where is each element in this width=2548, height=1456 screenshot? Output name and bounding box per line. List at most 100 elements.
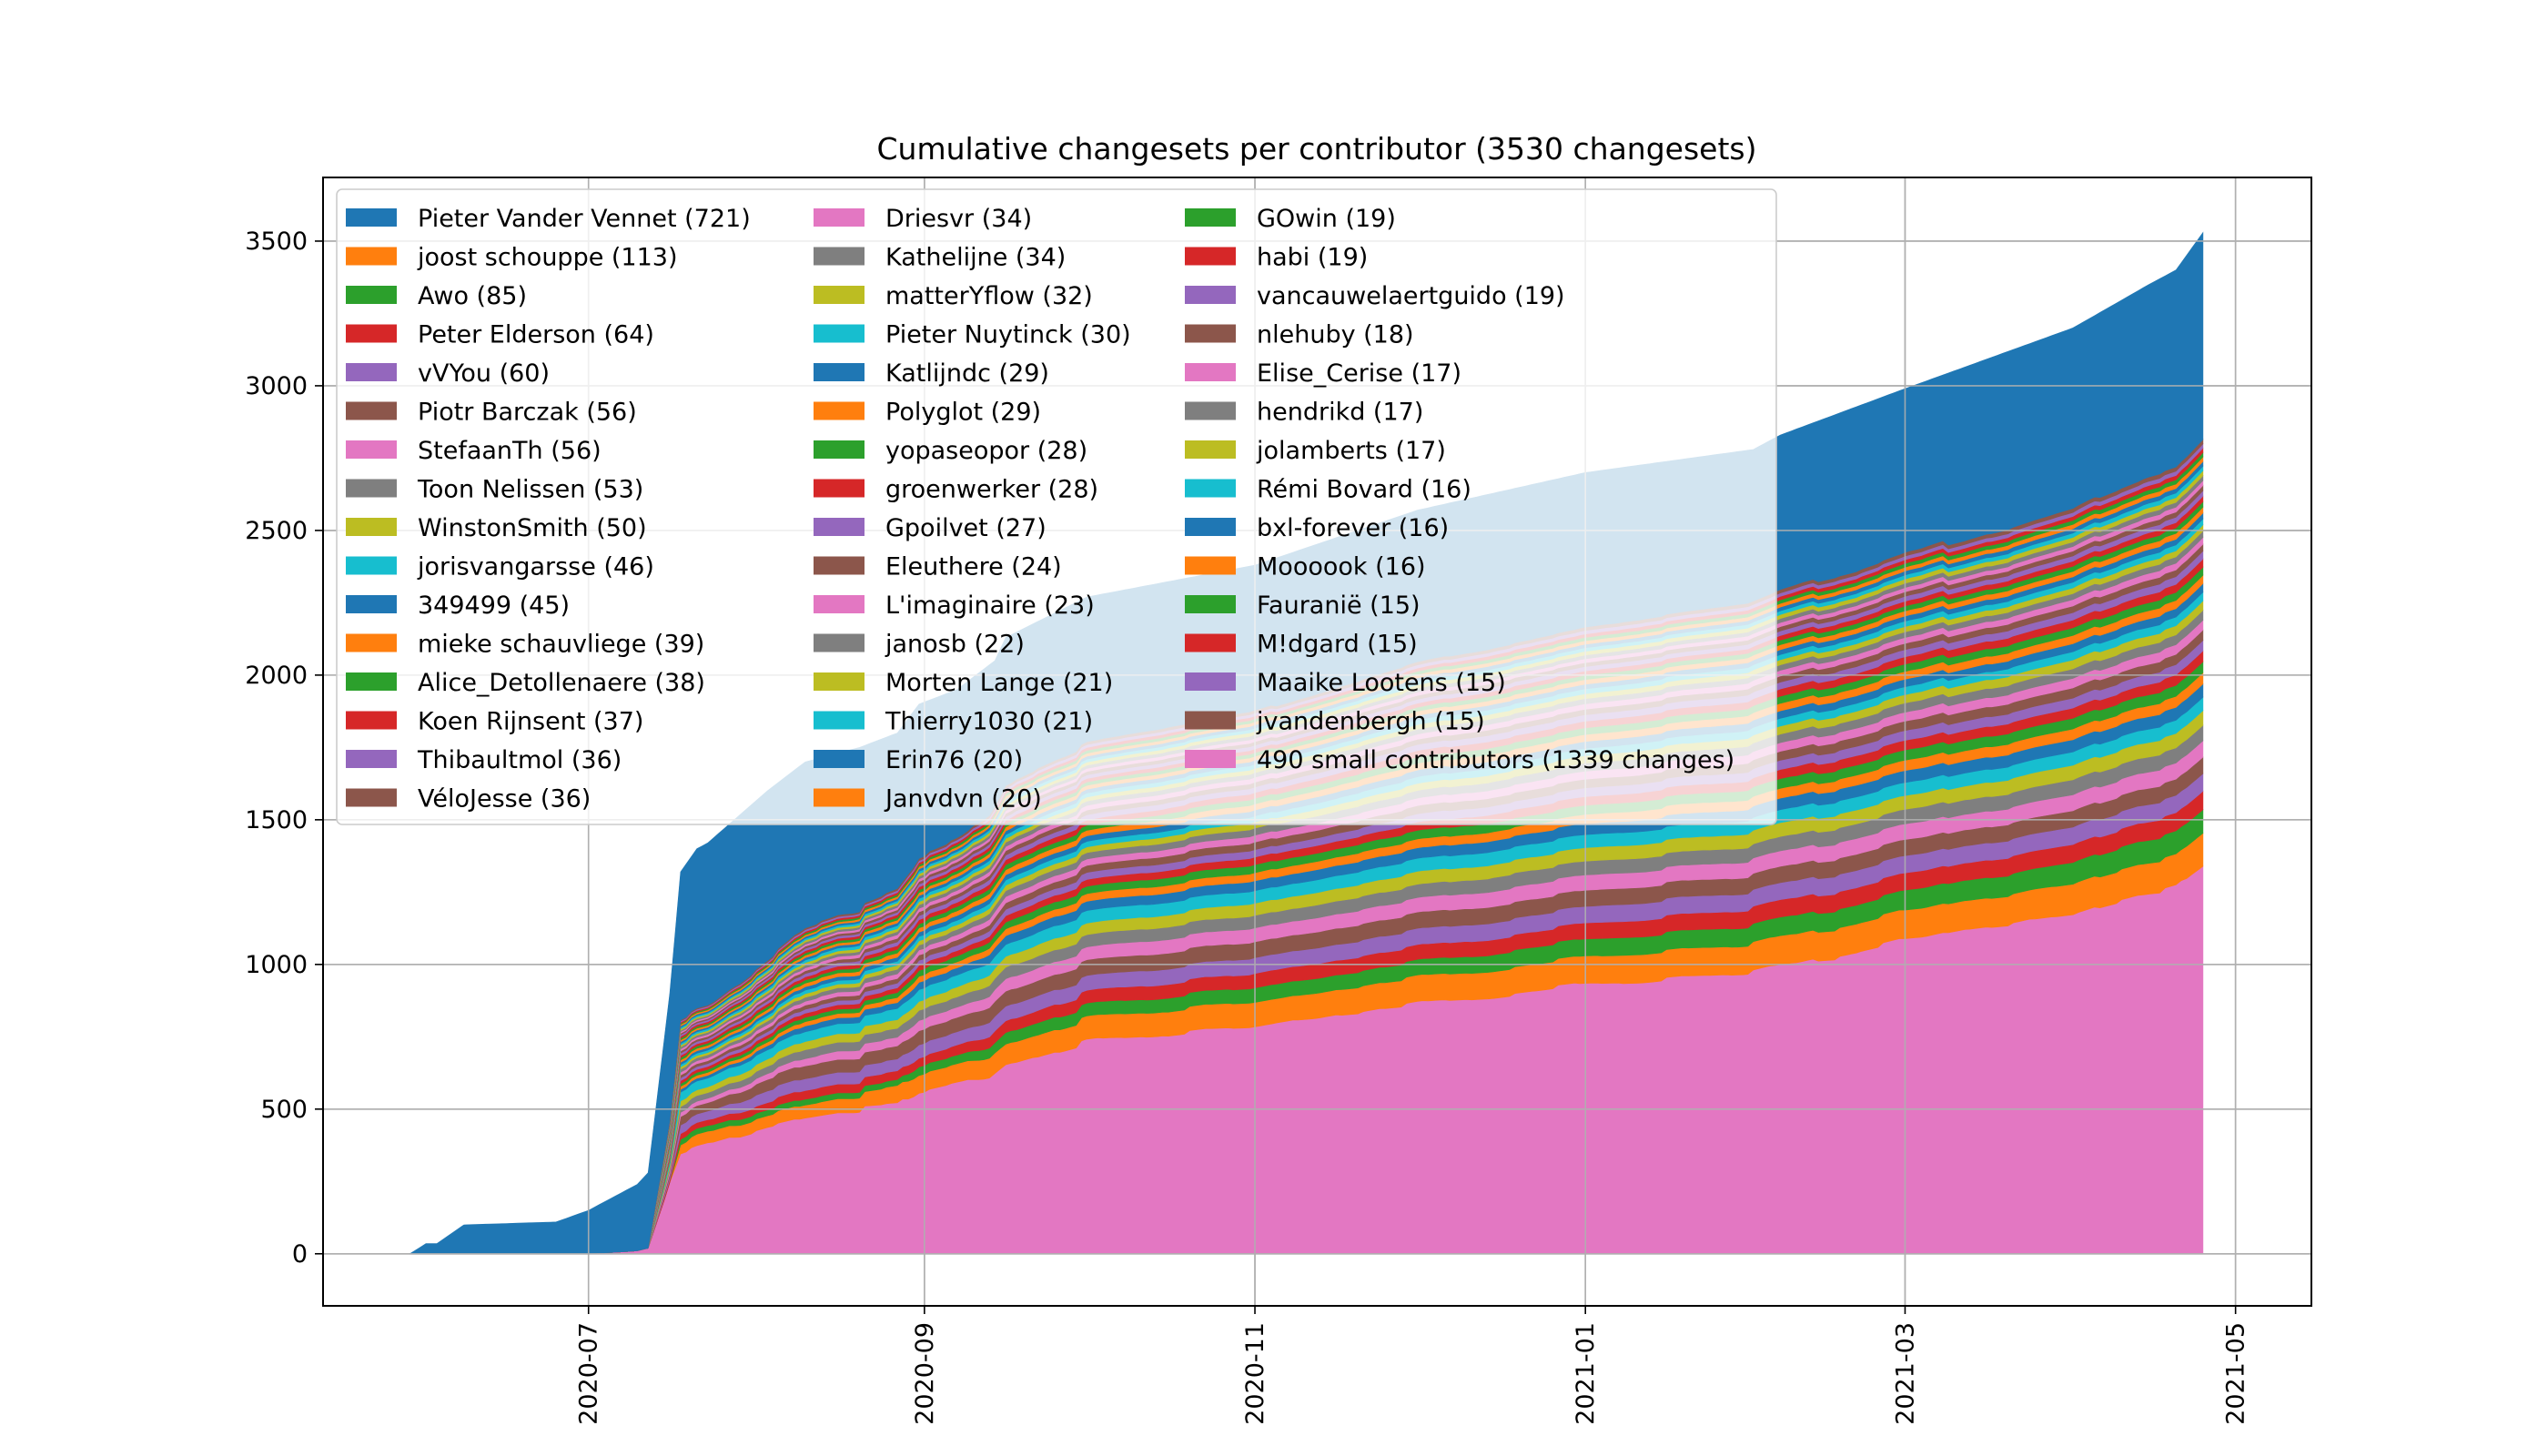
legend-entry: Maaike Lootens (15) [1257,669,1506,697]
legend-swatch [1185,324,1236,343]
y-tick-label: 0 [292,1240,308,1269]
legend-swatch [346,556,397,575]
legend-swatch [1185,518,1236,536]
legend-entry: Janvdvn (20) [884,785,1042,814]
legend-entry: joost schouppe (113) [417,244,678,272]
legend-swatch [346,711,397,730]
legend-entry: jvandenbergh (15) [1256,708,1485,736]
legend-entry: Koen Rijnsent (37) [418,708,643,736]
legend-entry: habi (19) [1257,244,1368,272]
legend-swatch [1185,711,1236,730]
y-tick-label: 3000 [245,372,308,400]
legend-swatch [346,672,397,691]
y-tick-label: 1000 [245,951,308,979]
legend-swatch [346,595,397,613]
legend-entry: Eleuthere (24) [885,553,1062,581]
legend-swatch [814,518,864,536]
legend-entry: mieke schauvliege (39) [418,631,704,659]
legend-swatch [346,633,397,652]
legend-entry: jolamberts (17) [1256,437,1446,465]
legend-swatch [1185,479,1236,498]
legend-entry: Awo (85) [418,282,527,310]
legend-box [336,188,1777,825]
legend-entry: nlehuby (18) [1257,321,1414,349]
legend-entry: hendrikd (17) [1257,399,1423,427]
legend-swatch [814,247,864,266]
axes: 0 500 1000 1500 2000 2500 3000 3500 2020-07 2020-… [245,228,2250,1425]
legend-swatch [1185,633,1236,652]
y-tick-label: 1500 [245,806,308,834]
y-tick-label: 2500 [245,517,308,545]
legend-entry: Elise_Cerise (17) [1257,359,1461,388]
x-tick-label: 2020-09 [911,1322,939,1425]
legend-entry: bxl-forever (16) [1257,514,1449,542]
x-tick-label: 2021-01 [1572,1322,1600,1425]
legend-entry: janosb (22) [885,631,1025,659]
legend-swatch [346,479,397,498]
legend-swatch [346,440,397,459]
legend-entry: Piotr Barczak (56) [418,399,637,427]
legend-swatch [814,401,864,420]
y-tick-label: 3500 [245,228,308,256]
legend-swatch [814,556,864,575]
legend-swatch [346,286,397,304]
legend-entry: Kathelijne (34) [885,244,1066,272]
legend-entry: L'imaginaire (23) [885,592,1095,620]
legend-swatch [346,750,397,768]
plot-frame [322,177,2312,1307]
legend-entry: Pieter Vander Vennet (721) [418,205,751,233]
legend-entry: Pieter Nuytinck (30) [885,321,1131,349]
legend-entry: Alice_Detollenaere (38) [418,669,705,697]
legend-entry: WinstonSmith (50) [418,514,647,542]
legend-entry: Peter Elderson (64) [418,321,654,349]
legend-swatch [1185,363,1236,381]
legend-entry: 349499 (45) [418,592,570,620]
legend-entry: Morten Lange (21) [885,669,1113,697]
legend-swatch [346,401,397,420]
legend-swatch [814,208,864,227]
legend-entry: jorisvangarsse (46) [417,553,654,581]
legend: Pieter Vander Vennet (721) joost schouppe… [346,205,1734,814]
legend-swatch [814,324,864,343]
x-tick-label: 2021-05 [2222,1322,2250,1425]
legend-entry: Rémi Bovard (16) [1257,476,1471,504]
legend-entry: vancauwelaertguido (19) [1257,282,1565,310]
legend-swatch [1185,401,1236,420]
legend-entry: Erin76 (20) [885,746,1023,774]
y-tick-label: 500 [260,1096,308,1124]
legend-entry: groenwerker (28) [885,476,1098,504]
legend-entry: VéloJesse (36) [418,785,591,814]
legend-swatch [814,711,864,730]
legend-entry: yopaseopor (28) [885,437,1087,465]
legend-entry: Fauranië (15) [1257,592,1421,620]
legend-swatch [814,633,864,652]
legend-swatch [346,208,397,227]
legend-swatch [814,788,864,807]
legend-swatch [814,286,864,304]
legend-swatch [346,788,397,807]
legend-entry: GOwin (19) [1257,205,1396,233]
legend-entry: Katlijndc (29) [885,359,1049,388]
legend-entry: 490 small contributors (1339 changes) [1257,746,1734,774]
legend-swatch [1185,286,1236,304]
legend-swatch [814,750,864,768]
legend-swatch [814,479,864,498]
legend-entry: Thierry1030 (21) [885,708,1093,736]
legend-entry: Polyglot (29) [885,399,1041,427]
legend-swatch [346,518,397,536]
legend-backdrop [336,188,1777,825]
legend-swatch [1185,208,1236,227]
legend-swatch [1185,247,1236,266]
legend-entry: StefaanTh (56) [418,437,602,465]
legend-entry: Thibaultmol (36) [417,746,622,774]
legend-swatch [1185,556,1236,575]
chart-title: Cumulative changesets per contributor (3… [877,131,1757,167]
x-tick-label: 2020-07 [575,1322,603,1425]
legend-entry: Gpoilvet (27) [885,514,1046,542]
y-tick-label: 2000 [245,662,308,690]
x-tick-label: 2021-03 [1891,1322,1919,1425]
legend-entry: vVYou (60) [418,359,550,388]
legend-entry: M!dgard (15) [1257,631,1418,659]
legend-swatch [1185,440,1236,459]
